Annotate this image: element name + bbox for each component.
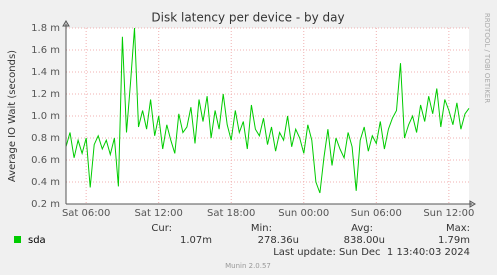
axes: [62, 20, 476, 208]
y-tick-label: 0.6 m: [31, 155, 60, 166]
x-tick-label: Sat 06:00: [62, 208, 110, 219]
y-tick-label: 1.8 m: [31, 23, 60, 34]
y-tick-label: 1.4 m: [31, 67, 60, 78]
x-tick-label: Sat 12:00: [134, 208, 182, 219]
y-tick-label: 0.2 m: [31, 199, 60, 210]
chart-title: Disk latency per device - by day: [151, 11, 344, 25]
legend-header: Avg:: [351, 223, 373, 234]
side-text: RRDTOOL / TOBI OETIKER: [483, 13, 491, 103]
x-tick-label: Sat 18:00: [207, 208, 255, 219]
y-tick-label: 1.6 m: [31, 45, 60, 56]
x-tick-label: Sun 06:00: [351, 208, 402, 219]
y-tick-label: 0.4 m: [31, 177, 60, 188]
y-tick-label: 1.2 m: [31, 89, 60, 100]
legend-value: 1.07m: [180, 235, 212, 246]
footer: Munin 2.0.57: [225, 262, 271, 270]
legend-value: 278.36u: [258, 235, 299, 246]
y-tick-label: 0.8 m: [31, 133, 60, 144]
legend-header: Max:: [446, 223, 470, 234]
legend-value: 838.00u: [344, 235, 385, 246]
line: [65, 27, 470, 194]
x-tick-label: Sun 12:00: [423, 208, 474, 219]
legend-label: sda: [28, 235, 46, 246]
y-tick-label: 1.0 m: [31, 111, 60, 122]
legend-header: Cur:: [151, 223, 172, 234]
x-tick-label: Sun 00:00: [278, 208, 329, 219]
legend-value: 1.79m: [438, 235, 470, 246]
last-update: Last update: Sun Dec 1 13:40:03 2024: [273, 247, 470, 258]
y-axis-label: Average IO Wait (seconds): [7, 50, 18, 182]
legend-header: Min:: [251, 223, 272, 234]
legend-swatch: [14, 236, 21, 243]
